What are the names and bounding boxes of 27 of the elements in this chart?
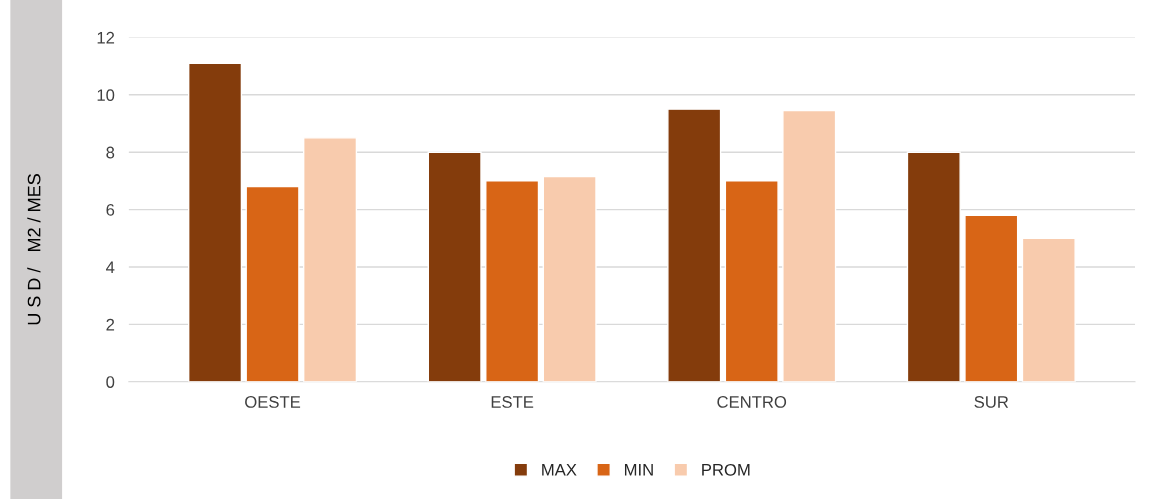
bar — [667, 108, 722, 382]
y-tick-label: 4 — [106, 261, 115, 273]
y-tick-label: 2 — [106, 318, 115, 331]
bar — [964, 214, 1019, 382]
bar — [427, 151, 482, 382]
y-tick-label: 6 — [106, 203, 115, 216]
bar — [303, 137, 358, 382]
y-tick-label: 8 — [106, 146, 115, 159]
y-tick-label: 10 — [97, 89, 115, 102]
bar — [245, 185, 300, 382]
x-tick-label: ESTE — [491, 396, 534, 408]
x-tick-label: OESTE — [245, 396, 301, 408]
bar — [1021, 237, 1076, 382]
y-tick-label: 0 — [106, 376, 115, 388]
y-tick-label: 12 — [97, 31, 115, 44]
bar — [906, 151, 961, 382]
bar — [724, 180, 779, 382]
bar — [542, 175, 597, 382]
legend-label: MAX — [542, 464, 577, 476]
x-tick-label: CENTRO — [717, 396, 787, 408]
bar — [485, 180, 540, 382]
legend-label: MIN — [624, 464, 653, 476]
legend-label: PROM — [702, 463, 750, 476]
y-axis-title: U S D / M2 / MES — [27, 174, 41, 325]
bar — [188, 62, 243, 382]
bar — [782, 109, 837, 382]
x-tick-label: SUR — [974, 396, 1009, 408]
